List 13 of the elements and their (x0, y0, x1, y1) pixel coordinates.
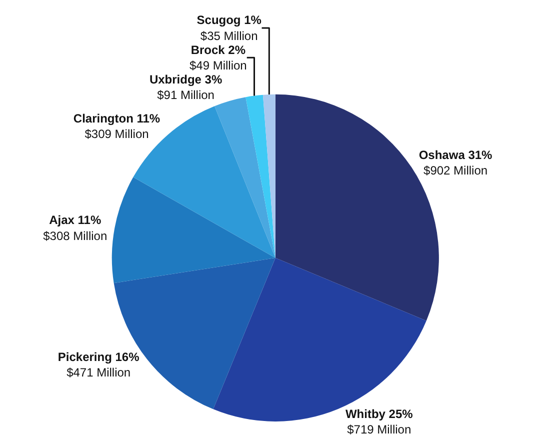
slice-label: Whitby 25% $719 Million (345, 406, 414, 436)
pie-slice (112, 177, 276, 284)
slice-label: Clarington 11% $309 Million (73, 112, 160, 142)
pie-slice (214, 97, 276, 258)
slice-label: Pickering 16% $471 Million (58, 350, 140, 380)
slice-label: Scugog 1% $35 Million (196, 13, 262, 43)
slice-label: Uxbridge 3% $91 Million (149, 72, 222, 102)
pie-slice (262, 94, 276, 258)
slice-label: Brock 2% $49 Million (189, 42, 247, 72)
slice-label: Oshawa 31% $902 Million (418, 148, 493, 178)
pie-slice (246, 94, 276, 258)
slice-label: Ajax 11% $308 Million (43, 213, 108, 243)
pie-slice (213, 258, 426, 422)
